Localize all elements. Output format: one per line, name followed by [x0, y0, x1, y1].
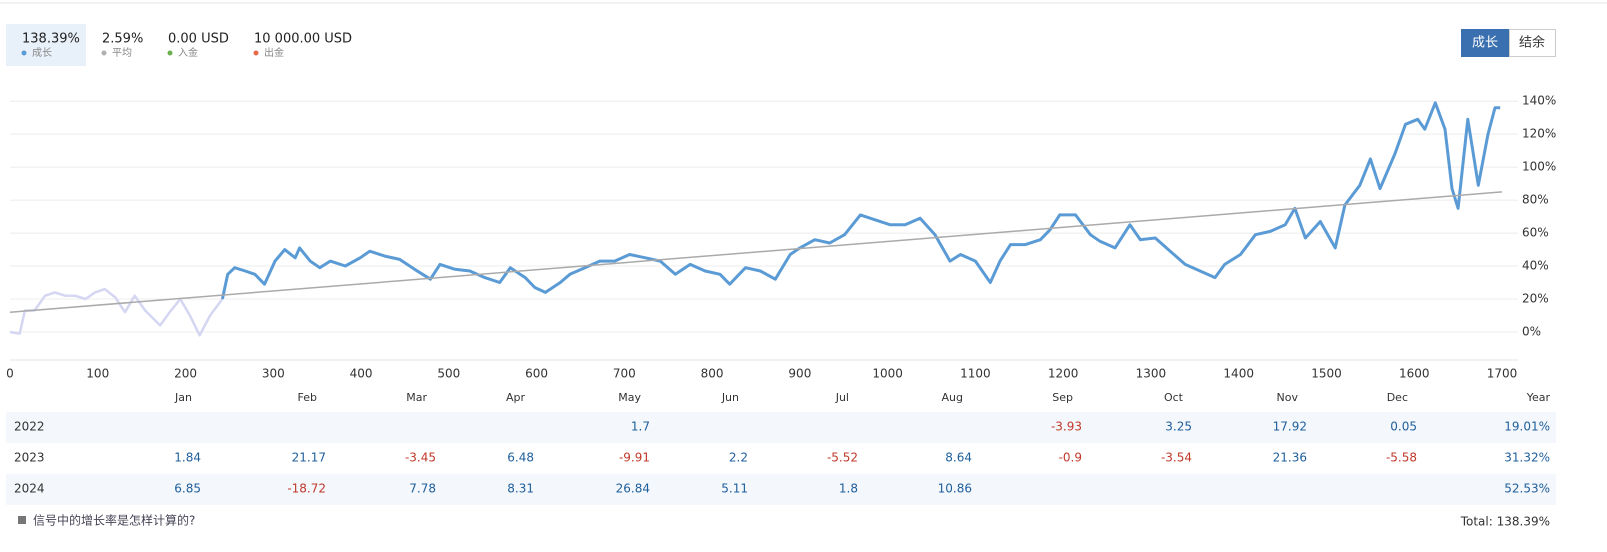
y-tick-label: 100%	[1522, 160, 1556, 174]
help-icon	[18, 516, 26, 524]
x-tick-label: 900	[788, 367, 811, 381]
row-bg	[6, 474, 1556, 505]
stat-dot	[101, 50, 107, 56]
month-return: 3.25	[1165, 420, 1192, 434]
y-tick-label: 140%	[1522, 94, 1556, 108]
stat-value: 10 000.00 USD	[254, 32, 352, 47]
month-return: -5.58	[1386, 451, 1417, 465]
month-return: 1.7	[631, 420, 650, 434]
x-tick-label: 1200	[1048, 367, 1079, 381]
month-return: -0.9	[1059, 451, 1082, 465]
x-tick-label: 1000	[872, 367, 903, 381]
month-return: 6.85	[174, 482, 201, 496]
row-year: 2022	[14, 420, 45, 434]
row-year: 2024	[14, 482, 45, 496]
month-return: 26.84	[616, 482, 650, 496]
month-return: 21.36	[1273, 451, 1307, 465]
stat-label: 成长	[32, 47, 52, 59]
series-line	[9, 191, 1503, 313]
toggle-active[interactable]	[1461, 29, 1509, 57]
help-link[interactable]: 信号中的增长率是怎样计算的?	[33, 513, 195, 528]
month-header: Aug	[942, 391, 963, 404]
stat-dot	[167, 50, 173, 56]
month-return: 10.86	[938, 482, 972, 496]
x-tick-label: 600	[525, 367, 548, 381]
month-header: Apr	[506, 391, 526, 404]
month-return: 0.05	[1390, 420, 1417, 434]
month-return: -3.54	[1161, 451, 1192, 465]
stat-dot	[21, 50, 27, 56]
year-return: 52.53%	[1504, 482, 1550, 496]
month-header: Mar	[406, 391, 427, 404]
month-return: 8.64	[945, 451, 972, 465]
month-return: -9.91	[619, 451, 650, 465]
y-tick-label: 80%	[1522, 193, 1549, 207]
row-bg	[6, 412, 1556, 443]
month-return: 1.8	[839, 482, 858, 496]
x-tick-label: 1600	[1399, 367, 1430, 381]
y-tick-label: 40%	[1522, 259, 1549, 273]
toggle-label[interactable]: 成长	[1472, 36, 1498, 51]
stat-label: 出金	[264, 46, 284, 59]
stat-value: 138.39%	[22, 32, 80, 47]
month-header: Jun	[721, 391, 739, 404]
month-return: -18.72	[287, 482, 326, 496]
stat-label: 平均	[112, 47, 132, 59]
x-tick-label: 1500	[1311, 367, 1342, 381]
total-text: Total: 138.39%	[1460, 515, 1550, 529]
month-return: -3.45	[405, 451, 436, 465]
x-tick-label: 1700	[1487, 367, 1518, 381]
stat-value: 2.59%	[102, 32, 143, 47]
month-header: Sep	[1052, 391, 1073, 404]
stat-dot	[253, 50, 259, 56]
x-tick-label: 1100	[960, 367, 991, 381]
month-return: 6.48	[507, 451, 534, 465]
toggle-inactive[interactable]	[1509, 29, 1556, 57]
month-return: 7.78	[409, 482, 436, 496]
month-header: Feb	[298, 391, 317, 404]
x-tick-label: 700	[613, 367, 636, 381]
series-line	[9, 287, 224, 337]
month-header: Nov	[1277, 391, 1299, 404]
series-line	[220, 101, 1501, 300]
x-tick-label: 1300	[1136, 367, 1167, 381]
y-tick-label: 120%	[1522, 127, 1556, 141]
month-return: -3.93	[1051, 420, 1082, 434]
toggle-label[interactable]: 结余	[1519, 35, 1545, 51]
month-header: Jul	[835, 391, 849, 404]
x-tick-label: 100	[86, 367, 109, 381]
month-return: -5.52	[827, 451, 858, 465]
y-tick-label: 20%	[1522, 292, 1549, 306]
month-return: 21.17	[292, 451, 326, 465]
year-return: 19.01%	[1504, 420, 1550, 434]
x-tick-label: 400	[350, 367, 373, 381]
y-tick-label: 60%	[1522, 226, 1549, 240]
month-return: 1.84	[174, 451, 201, 465]
month-header: May	[618, 391, 641, 404]
month-header: Year	[1526, 391, 1551, 404]
stat-value: 0.00 USD	[168, 32, 229, 47]
month-return: 8.31	[507, 482, 534, 496]
month-return: 5.11	[721, 482, 748, 496]
month-header: Jan	[174, 391, 192, 404]
x-tick-label: 500	[437, 367, 460, 381]
x-tick-label: 0	[6, 367, 14, 381]
row-year: 2023	[14, 451, 45, 465]
month-return: 17.92	[1273, 420, 1307, 434]
x-tick-label: 800	[701, 367, 724, 381]
x-tick-label: 200	[174, 367, 197, 381]
year-return: 31.32%	[1504, 451, 1550, 465]
active-stat-bg	[6, 24, 86, 66]
month-header: Dec	[1387, 391, 1408, 404]
month-return: 2.2	[729, 451, 748, 465]
x-tick-label: 300	[262, 367, 285, 381]
x-tick-label: 1400	[1223, 367, 1254, 381]
stat-label: 入金	[178, 46, 198, 59]
month-header: Oct	[1164, 391, 1184, 404]
y-tick-label: 0%	[1522, 324, 1541, 338]
